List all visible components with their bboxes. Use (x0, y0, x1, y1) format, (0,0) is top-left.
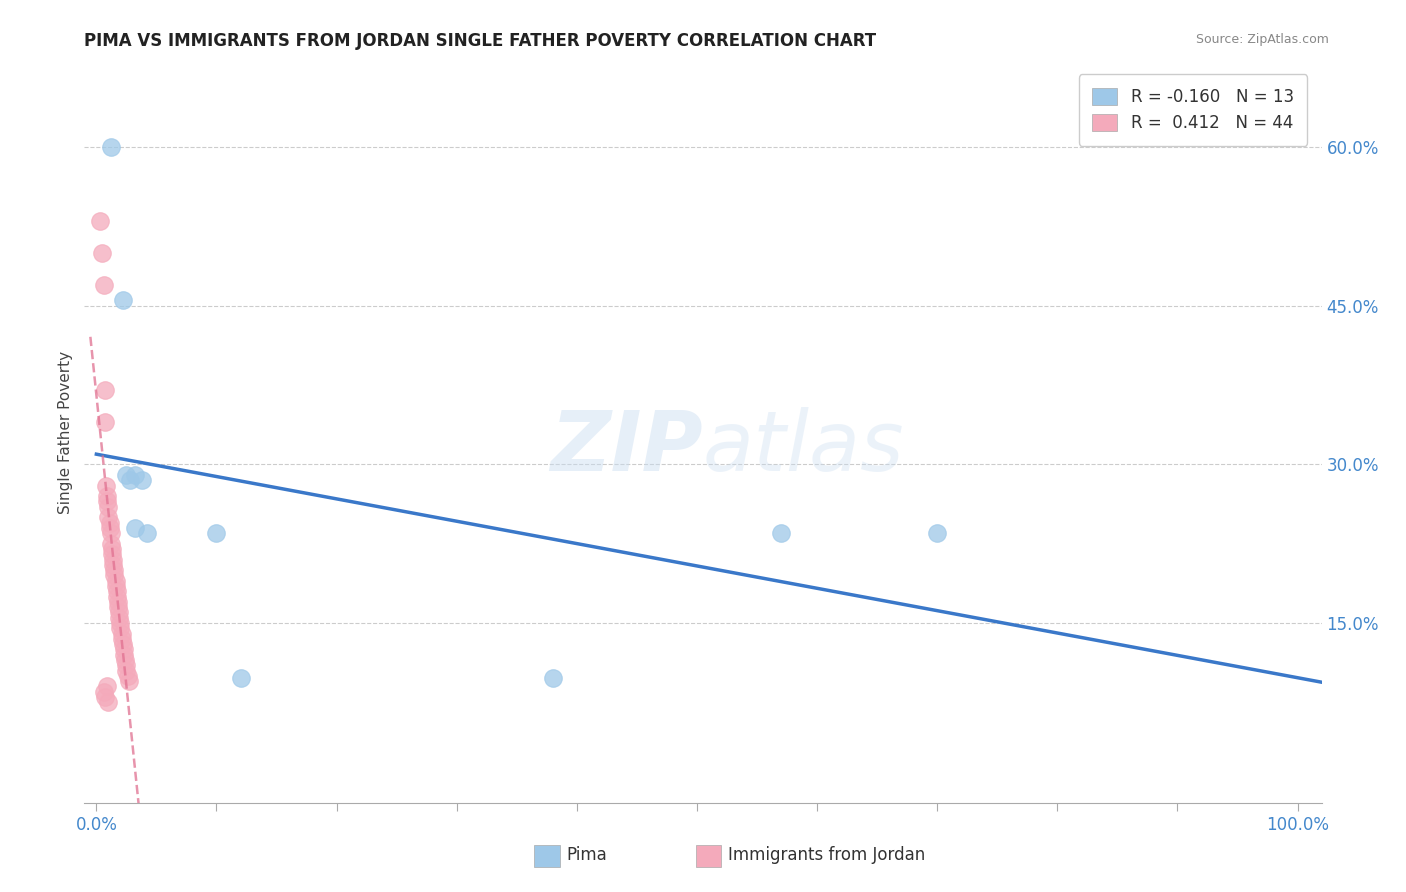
Point (100, 140, 122, 154)
Point (541, 671, 564, 685)
Point (93, 685, 115, 699)
Point (94, 384, 117, 398)
Point (105, 584, 128, 599)
Point (107, 600, 129, 615)
Point (114, 653, 136, 667)
Point (110, 632, 132, 646)
Point (124, 467, 146, 482)
Point (115, 658, 138, 673)
Point (103, 552, 125, 566)
Point (115, 467, 138, 482)
Point (112, 648, 135, 662)
Point (94, 690, 117, 704)
Point (98, 516, 121, 530)
Point (91, 245, 114, 260)
Point (205, 526, 228, 541)
Text: Pima: Pima (567, 847, 607, 864)
Point (103, 558, 125, 572)
Point (118, 674, 141, 689)
Point (96, 494, 118, 508)
Point (108, 606, 131, 620)
Point (131, 473, 153, 487)
Text: Source: ZipAtlas.com: Source: ZipAtlas.com (1195, 33, 1329, 45)
Point (104, 574, 127, 588)
Point (105, 590, 128, 604)
Point (103, 563, 125, 577)
Point (110, 626, 132, 640)
Point (101, 541, 124, 556)
Point (110, 615, 132, 630)
Point (89, 214, 111, 228)
Text: ZIP: ZIP (550, 407, 703, 488)
Point (93, 277, 115, 292)
Point (101, 547, 124, 561)
Point (927, 526, 949, 541)
Point (110, 621, 132, 635)
Point (229, 671, 252, 685)
Y-axis label: Single Father Poverty: Single Father Poverty (58, 351, 73, 514)
Text: atlas: atlas (703, 407, 904, 488)
Point (111, 637, 134, 651)
Point (115, 664, 138, 678)
Legend: R = -0.160   N = 13, R =  0.412   N = 44: R = -0.160 N = 13, R = 0.412 N = 44 (1078, 74, 1308, 145)
Point (135, 526, 157, 541)
Point (770, 526, 793, 541)
Point (94, 415, 117, 429)
Point (94, 478, 117, 492)
Point (108, 611, 131, 625)
Point (111, 293, 134, 308)
Text: Immigrants from Jordan: Immigrants from Jordan (728, 847, 925, 864)
Point (100, 526, 122, 541)
Point (104, 579, 127, 593)
Point (96, 680, 118, 694)
Point (96, 489, 118, 503)
Point (100, 537, 122, 551)
Point (117, 669, 139, 683)
Point (97, 510, 120, 524)
Point (103, 568, 125, 582)
Text: PIMA VS IMMIGRANTS FROM JORDAN SINGLE FATHER POVERTY CORRELATION CHART: PIMA VS IMMIGRANTS FROM JORDAN SINGLE FA… (84, 32, 876, 50)
Point (124, 521, 146, 535)
Point (112, 642, 135, 657)
Point (97, 695, 120, 709)
Point (98, 521, 121, 535)
Point (107, 595, 129, 609)
Point (97, 500, 120, 514)
Point (118, 473, 141, 487)
